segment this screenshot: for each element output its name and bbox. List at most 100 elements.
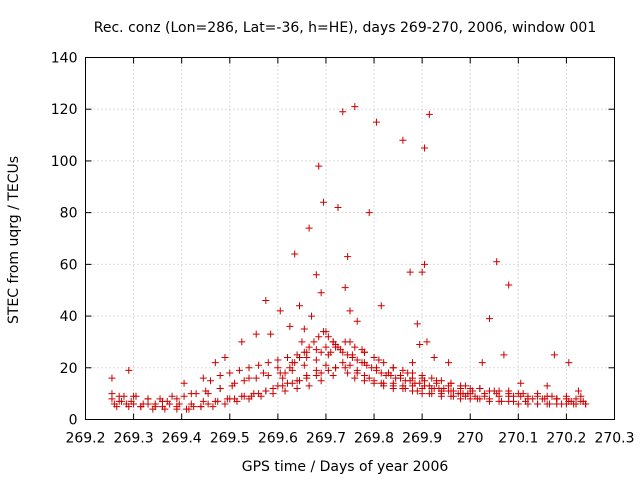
data-point xyxy=(130,392,138,400)
data-point xyxy=(543,392,551,400)
data-point xyxy=(173,395,181,403)
data-point xyxy=(368,364,376,372)
data-point xyxy=(346,361,354,369)
data-point xyxy=(351,103,359,111)
data-point xyxy=(252,330,260,338)
data-point xyxy=(546,400,554,408)
data-point xyxy=(264,372,272,380)
data-point xyxy=(274,382,282,390)
data-point xyxy=(329,372,337,380)
data-point xyxy=(565,359,573,367)
data-point xyxy=(113,403,121,411)
data-point xyxy=(221,353,229,361)
data-point xyxy=(409,359,417,367)
y-tick-label: 0 xyxy=(69,413,78,429)
data-point xyxy=(298,338,306,346)
data-point xyxy=(550,351,558,359)
data-point xyxy=(144,395,152,403)
data-point xyxy=(339,108,347,116)
data-point xyxy=(372,366,380,374)
data-point xyxy=(317,377,325,385)
data-point xyxy=(351,343,359,351)
data-point xyxy=(399,136,407,144)
data-point xyxy=(344,351,352,359)
data-point xyxy=(425,382,433,390)
data-point xyxy=(514,390,522,398)
data-point xyxy=(375,356,383,364)
data-point xyxy=(317,289,325,297)
y-axis-label: STEC from uqrg / TECUs xyxy=(6,156,22,324)
x-tick-label: 269.2 xyxy=(65,431,105,447)
data-point xyxy=(158,397,166,405)
data-point xyxy=(428,374,436,382)
data-point xyxy=(505,281,513,289)
data-point xyxy=(413,320,421,328)
data-point xyxy=(440,384,448,392)
data-point xyxy=(334,203,342,211)
data-point xyxy=(344,253,352,261)
data-point xyxy=(445,359,453,367)
data-point xyxy=(207,377,215,385)
data-point xyxy=(332,364,340,372)
data-point xyxy=(283,379,291,387)
data-point xyxy=(312,271,320,279)
data-point xyxy=(250,390,258,398)
data-point xyxy=(315,333,323,341)
data-point xyxy=(457,382,465,390)
data-point xyxy=(240,377,248,385)
data-point xyxy=(430,353,438,361)
data-point xyxy=(329,338,337,346)
data-point xyxy=(370,377,378,385)
data-point xyxy=(341,284,349,292)
data-point xyxy=(211,397,219,405)
data-point xyxy=(199,374,207,382)
data-point xyxy=(293,377,301,385)
data-point xyxy=(401,384,409,392)
data-point xyxy=(464,390,472,398)
data-points xyxy=(108,103,590,413)
data-point xyxy=(493,258,501,266)
chart-title: Rec. conz (Lon=286, Lat=-36, h=HE), days… xyxy=(94,20,596,36)
y-tick-label: 60 xyxy=(60,257,78,273)
data-point xyxy=(175,400,183,408)
data-point xyxy=(534,392,542,400)
data-point xyxy=(324,366,332,374)
data-point xyxy=(305,343,313,351)
data-point xyxy=(553,395,561,403)
data-point xyxy=(365,209,373,217)
y-tick-label: 100 xyxy=(51,154,78,170)
data-point xyxy=(481,390,489,398)
grid-lines xyxy=(85,57,615,420)
x-tick-label: 269.8 xyxy=(354,431,394,447)
data-point xyxy=(204,400,212,408)
data-point xyxy=(416,341,424,349)
data-point xyxy=(353,369,361,377)
data-point xyxy=(447,379,455,387)
data-point xyxy=(252,374,260,382)
data-point xyxy=(108,390,116,398)
data-point xyxy=(161,405,169,413)
data-point xyxy=(281,369,289,377)
data-point xyxy=(449,387,457,395)
data-point xyxy=(524,392,532,400)
y-axis-ticks: 0 20 40 60 80 100 120 140 xyxy=(51,51,615,429)
plot-frame xyxy=(85,57,615,420)
data-point xyxy=(209,403,217,411)
data-point xyxy=(517,379,525,387)
data-point xyxy=(558,400,566,408)
x-tick-label: 270.2 xyxy=(546,431,586,447)
data-point xyxy=(283,353,291,361)
data-point xyxy=(315,162,323,170)
x-tick-label: 270 xyxy=(457,431,484,447)
data-point xyxy=(259,369,267,377)
data-point xyxy=(360,372,368,380)
data-point xyxy=(514,400,522,408)
data-point xyxy=(125,366,133,374)
data-point xyxy=(300,348,308,356)
data-point xyxy=(377,369,385,377)
data-point xyxy=(269,390,277,398)
data-point xyxy=(226,395,234,403)
data-point xyxy=(406,268,414,276)
data-point xyxy=(257,392,265,400)
